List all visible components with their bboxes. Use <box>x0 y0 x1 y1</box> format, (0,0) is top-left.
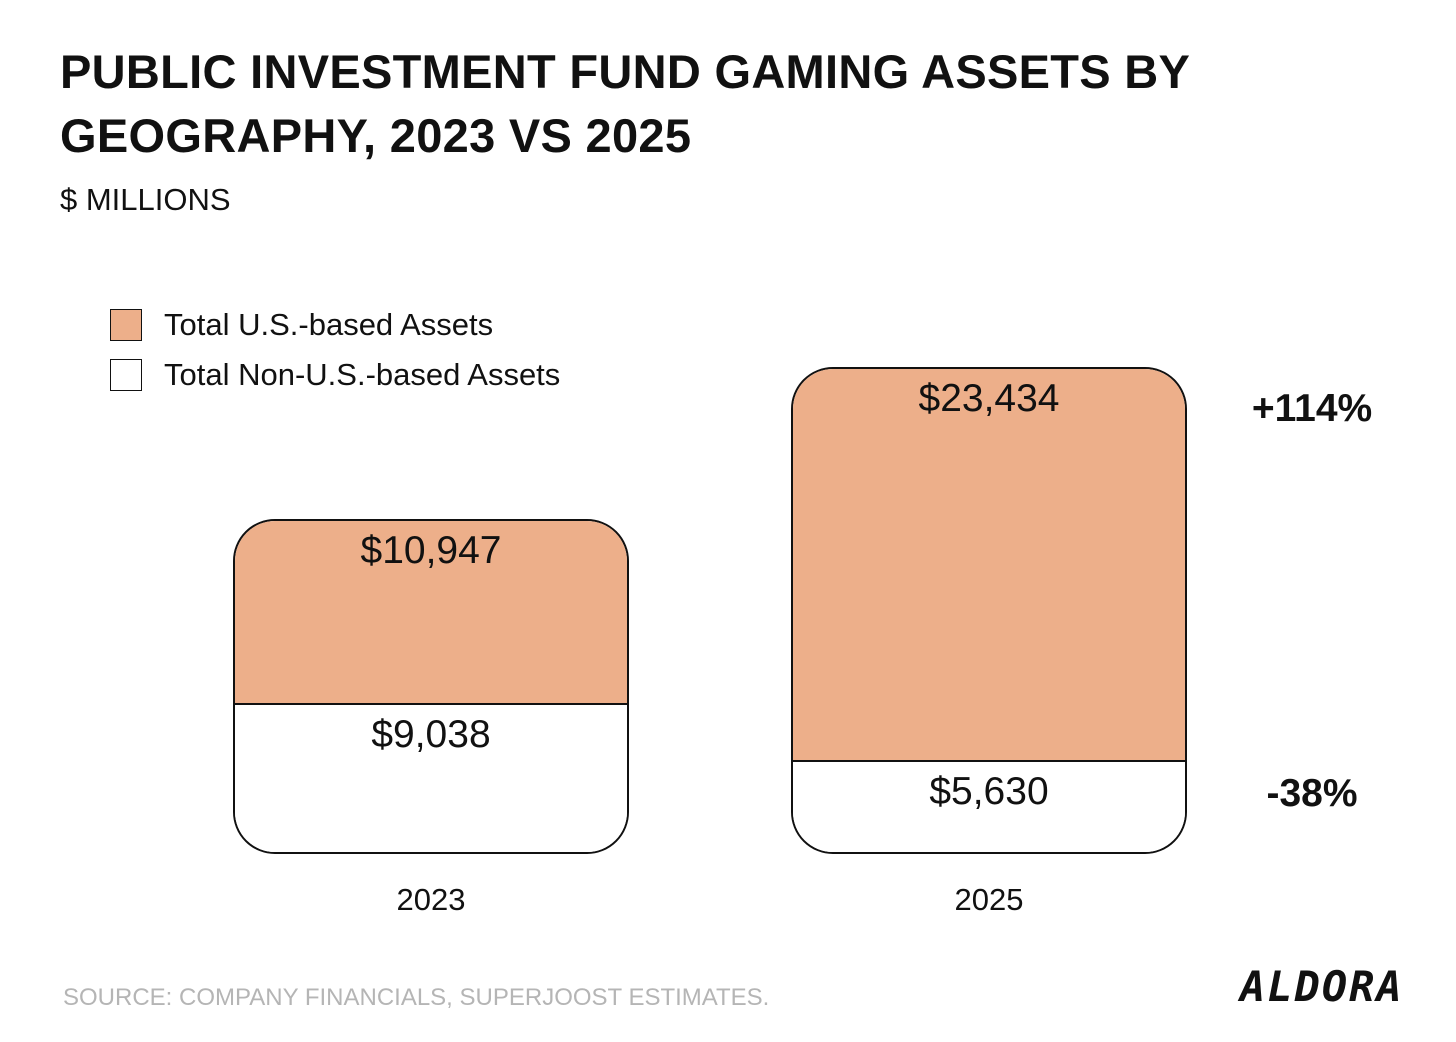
data-label-non-us-2023: $9,038 <box>371 712 491 756</box>
legend: Total U.S.-based Assets Total Non-U.S.-b… <box>110 300 560 400</box>
bar-segment-us-2023: $10,947 <box>235 521 627 705</box>
bar-segment-us-2025: $23,434 <box>793 369 1185 762</box>
bar-2023: $10,947 $9,038 <box>233 519 629 854</box>
change-label-non-us: -38% <box>1266 771 1358 815</box>
data-label-us-2023: $10,947 <box>360 529 502 573</box>
data-label-non-us-2025: $5,630 <box>929 769 1049 813</box>
bar-segment-non-us-2023: $9,038 <box>235 704 627 852</box>
chart-title: PUBLIC INVESTMENT FUND GAMING ASSETS BY … <box>60 45 1190 162</box>
source-note: SOURCE: COMPANY FINANCIALS, SUPERJOOST E… <box>63 984 770 1011</box>
chart-subtitle: $ MILLIONS <box>60 182 231 217</box>
legend-swatch-non-us <box>110 359 142 391</box>
change-label-us: +114% <box>1251 387 1373 431</box>
legend-label-non-us: Total Non-U.S.-based Assets <box>164 357 561 392</box>
data-label-us-2025: $23,434 <box>918 377 1060 421</box>
x-tick-label-2025: 2025 <box>954 882 1024 917</box>
bar-2025: $23,434 $5,630 <box>791 367 1187 854</box>
legend-item-non-us: Total Non-U.S.-based Assets <box>110 350 560 400</box>
legend-item-us: Total U.S.-based Assets <box>110 300 560 350</box>
legend-label-us: Total U.S.-based Assets <box>164 307 494 342</box>
legend-swatch-us <box>110 309 142 341</box>
bar-segment-non-us-2025: $5,630 <box>793 761 1185 852</box>
x-tick-label-2023: 2023 <box>396 882 466 917</box>
aldora-logo: ALDORA <box>1240 962 1404 1011</box>
